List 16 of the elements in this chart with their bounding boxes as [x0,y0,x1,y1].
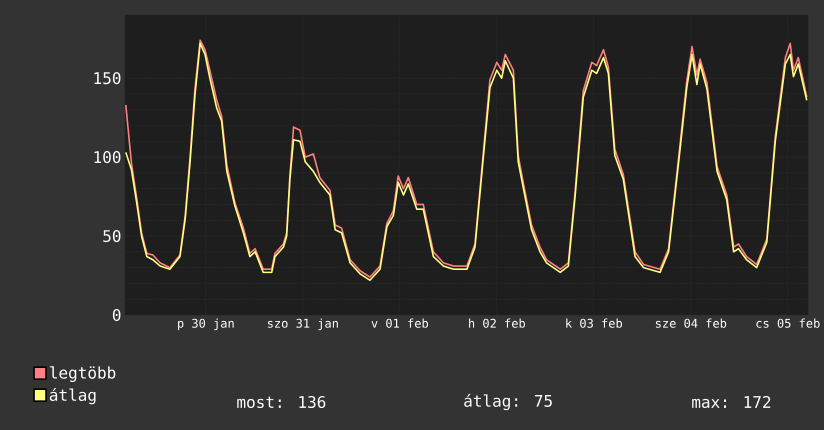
x-tick-label: sze 04 feb [656,318,726,328]
y-tick-label: 50 [103,230,120,242]
text: max: 172 [692,396,770,408]
x-tick-label: cs 05 feb [756,318,820,328]
text: most: 136 [237,396,326,408]
x-tick-label: p 30 jan [178,318,234,330]
y-tick-label: 0 [112,308,120,322]
y-tick-label: 100 [94,151,120,164]
text: átlag: 75 [464,394,552,410]
legend-label: legtöbb [50,366,116,382]
x-tick-label: v 01 feb [372,318,428,328]
x-tick-label: h 02 feb [469,318,525,328]
legend-label: átlag [50,388,96,404]
x-tick-label: szo 31 jan [268,318,338,330]
y-tick-label: 150 [94,72,120,84]
x-tick-label: k 03 feb [566,318,622,328]
